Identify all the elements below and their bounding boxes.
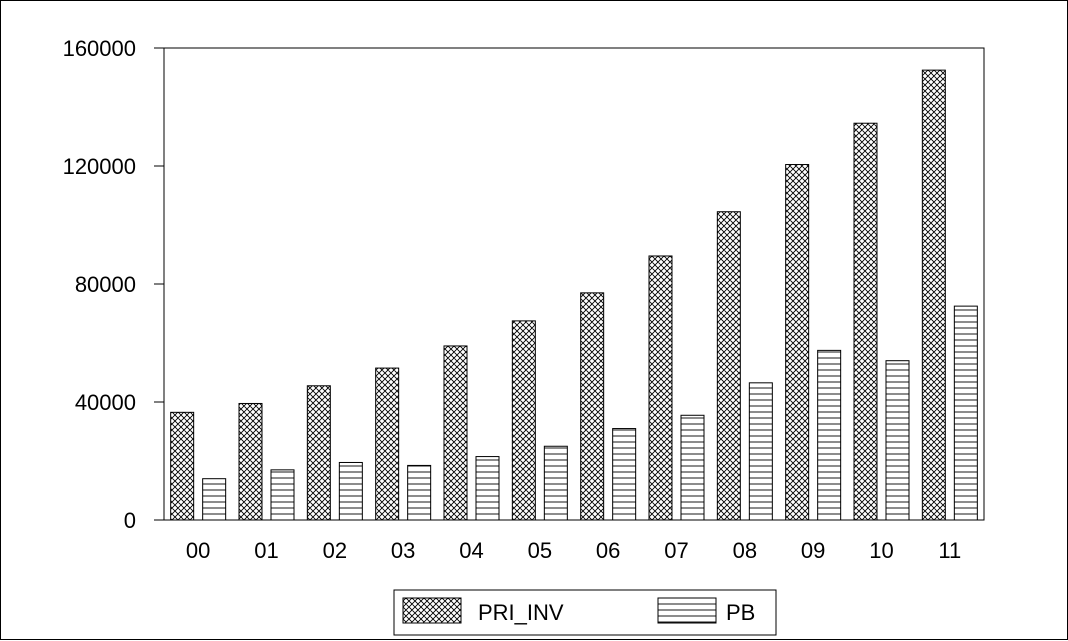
y-tick-label: 0	[124, 508, 136, 533]
legend: PRI_INV PB	[393, 589, 777, 636]
bar-pri-inv	[853, 122, 878, 521]
bar-pri-inv	[785, 164, 810, 521]
x-tick-label: 08	[733, 538, 757, 563]
bar-pri-inv	[170, 411, 195, 521]
x-tick-label: 11	[938, 538, 961, 563]
bar-pb	[407, 464, 432, 521]
bar-pb	[885, 360, 910, 521]
bar-pb	[817, 349, 842, 521]
bar-pri-inv	[238, 402, 263, 521]
bar-pri-inv	[648, 255, 673, 521]
bar-pb	[270, 469, 295, 521]
x-tick-label: 10	[869, 538, 893, 563]
x-tick-label: 00	[186, 538, 210, 563]
x-tick-label: 01	[254, 538, 278, 563]
x-tick-label: 09	[801, 538, 825, 563]
bar-pb	[680, 414, 705, 521]
bar-pb	[202, 478, 227, 521]
bar-pri-inv	[375, 367, 400, 521]
x-tick-label: 05	[528, 538, 552, 563]
x-tick-label: 04	[459, 538, 483, 563]
bar-pb	[475, 456, 500, 521]
bar-pb	[543, 445, 568, 521]
y-axis: 0 40000 80000 120000 160000	[63, 36, 164, 533]
y-tick-label: 160000	[63, 36, 136, 61]
bar-pri-inv	[306, 385, 331, 521]
x-tick-label: 03	[391, 538, 415, 563]
y-tick-label: 40000	[75, 390, 136, 415]
bar-pb	[338, 461, 363, 521]
bar-pb	[748, 382, 773, 521]
x-tick-label: 06	[596, 538, 620, 563]
x-tick-label: 02	[323, 538, 347, 563]
x-axis: 00 01 02 03 04 05 06 07 08 09 10 11	[186, 538, 961, 563]
y-tick-label: 80000	[75, 272, 136, 297]
bars	[170, 69, 978, 521]
bar-pri-inv	[511, 320, 536, 521]
bar-pri-inv	[921, 69, 946, 521]
bar-pb	[612, 428, 637, 521]
legend-label-pri-inv: PRI_INV	[478, 600, 564, 625]
legend-swatch-pb	[657, 597, 717, 624]
bar-pri-inv	[580, 292, 605, 521]
legend-swatch-pri-inv	[402, 597, 462, 624]
bar-pri-inv	[716, 211, 741, 521]
bar-pb	[953, 305, 978, 521]
bar-pri-inv	[443, 345, 468, 521]
x-tick-label: 07	[664, 538, 688, 563]
legend-label-pb: PB	[726, 600, 755, 625]
y-tick-label: 120000	[63, 154, 136, 179]
